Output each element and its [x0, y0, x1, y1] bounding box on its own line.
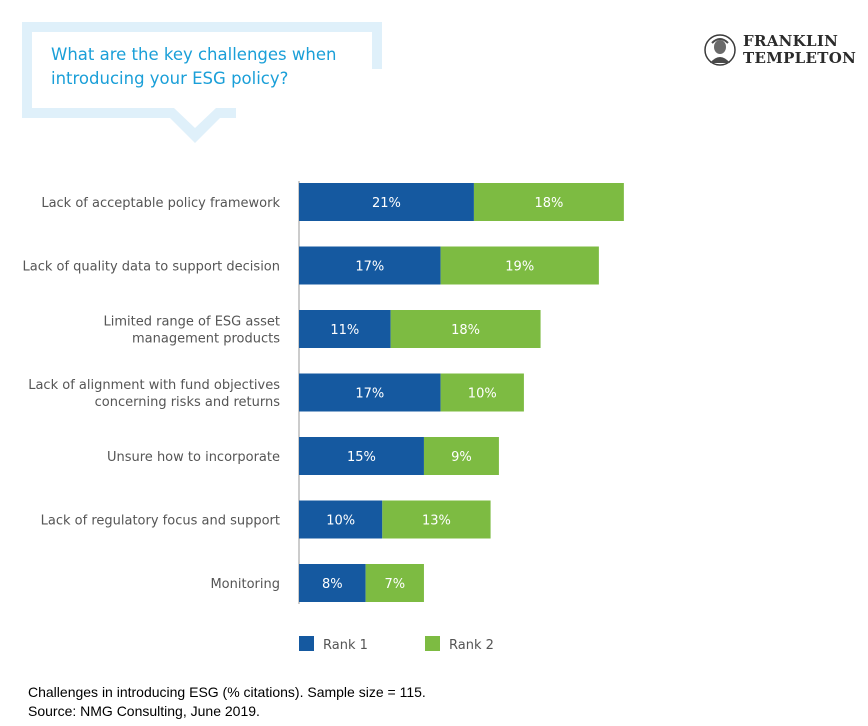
franklin-portrait-icon [704, 34, 736, 66]
category-label-line: Lack of acceptable policy framework [41, 196, 280, 211]
logo-line-1: FRANKLIN [743, 32, 839, 50]
category-label-line: Lack of alignment with fund objectives [28, 378, 280, 393]
data-label: 17% [355, 260, 384, 275]
bar-rank-2 [423, 437, 499, 475]
bar-rank-1 [299, 564, 366, 602]
category-label: Monitoring [210, 577, 280, 592]
category-label-line: Monitoring [210, 577, 280, 592]
category-label-line: Limited range of ESG asset [104, 315, 280, 330]
data-label: 18% [534, 196, 563, 211]
data-label: 10% [326, 514, 355, 529]
category-label-line: concerning risks and returns [95, 395, 281, 410]
data-label: 13% [422, 514, 451, 529]
data-label: 7% [384, 577, 405, 592]
category-label-line: Unsure how to incorporate [107, 450, 280, 465]
data-label: 9% [451, 450, 472, 465]
bar-rank-2 [440, 246, 599, 285]
category-label-line: Lack of quality data to support decision [22, 260, 280, 275]
logo-line-2: TEMPLETON [743, 49, 857, 67]
bar-rank-2 [390, 310, 541, 348]
data-label: 18% [451, 323, 480, 338]
legend-label: Rank 2 [449, 638, 494, 653]
category-label: Lack of regulatory focus and support [41, 514, 280, 529]
data-label: 17% [355, 387, 384, 402]
legend-swatch-rank-1 [299, 636, 314, 651]
bar-rank-1 [299, 183, 474, 221]
legend-swatch-rank-2 [425, 636, 440, 651]
bar-rank-1 [299, 246, 441, 285]
footnote-sample: Challenges in introducing ESG (% citatio… [28, 684, 426, 700]
bar-rank-1 [299, 310, 391, 348]
bar-rank-2 [440, 373, 524, 412]
franklin-templeton-logo: FRANKLIN TEMPLETON [703, 32, 863, 68]
bar-rank-2 [382, 500, 491, 539]
category-label: Unsure how to incorporate [107, 450, 280, 465]
footnote-source: Source: NMG Consulting, June 2019. [28, 703, 260, 719]
data-label: 21% [372, 196, 401, 211]
category-label-line: management products [132, 332, 280, 347]
legend-label: Rank 1 [323, 638, 368, 653]
category-label: Lack of quality data to support decision [22, 260, 280, 275]
bar-rank-2 [473, 183, 624, 221]
bar-rank-1 [299, 373, 441, 412]
data-label: 19% [505, 260, 534, 275]
category-label: Lack of alignment with fund objectives co… [28, 378, 280, 410]
category-label: Lack of acceptable policy framework [41, 196, 280, 211]
category-label: Limited range of ESG asset management pro… [104, 315, 281, 347]
data-label: 8% [322, 577, 343, 592]
bar-rank-1 [299, 500, 383, 539]
chart-title-line-1: What are the key challenges when [51, 45, 337, 64]
data-label: 15% [347, 450, 376, 465]
speech-bubble-shape [22, 22, 382, 143]
category-label-line: Lack of regulatory focus and support [41, 514, 280, 529]
chart-title-line-2: introducing your ESG policy? [51, 69, 289, 88]
data-label: 10% [468, 387, 497, 402]
bar-rank-1 [299, 437, 424, 475]
data-label: 11% [330, 323, 359, 338]
bar-rank-2 [365, 564, 424, 602]
